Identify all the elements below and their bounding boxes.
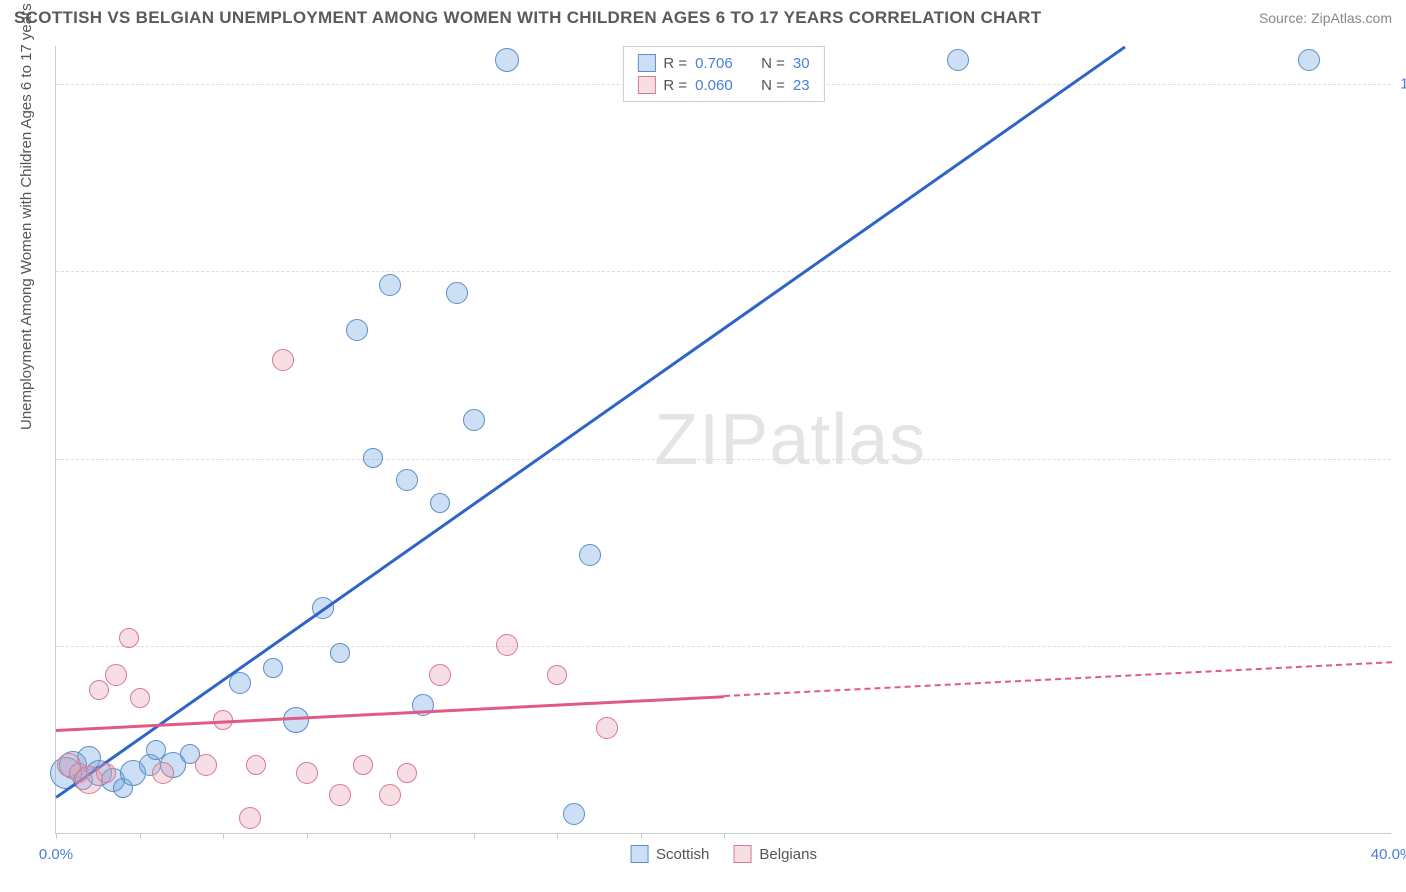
gridline bbox=[56, 271, 1391, 272]
x-tick bbox=[724, 833, 725, 839]
r-label: R = bbox=[663, 77, 687, 94]
n-label: N = bbox=[761, 55, 785, 72]
x-tick-label: 0.0% bbox=[39, 846, 73, 863]
trend-line bbox=[724, 661, 1392, 697]
n-value: 23 bbox=[793, 77, 810, 94]
x-tick bbox=[641, 833, 642, 839]
r-value: 0.706 bbox=[695, 55, 743, 72]
data-point bbox=[430, 493, 450, 513]
x-tick bbox=[307, 833, 308, 839]
x-tick bbox=[474, 833, 475, 839]
data-point bbox=[1298, 49, 1320, 71]
data-point bbox=[329, 784, 351, 806]
data-point bbox=[283, 707, 309, 733]
scatter-chart: ZIPatlas 25.0%50.0%75.0%100.0%0.0%40.0%R… bbox=[55, 46, 1391, 834]
x-tick bbox=[223, 833, 224, 839]
data-point bbox=[363, 448, 383, 468]
watermark: ZIPatlas bbox=[654, 399, 926, 481]
legend-row: R = 0.060 N = 23 bbox=[637, 74, 809, 96]
data-point bbox=[396, 469, 418, 491]
data-point bbox=[195, 754, 217, 776]
data-point bbox=[429, 664, 451, 686]
data-point bbox=[463, 409, 485, 431]
x-tick bbox=[557, 833, 558, 839]
data-point bbox=[379, 784, 401, 806]
x-tick-label: 40.0% bbox=[1371, 846, 1406, 863]
data-point bbox=[495, 48, 519, 72]
legend-swatch bbox=[637, 76, 655, 94]
x-tick bbox=[140, 833, 141, 839]
n-value: 30 bbox=[793, 55, 810, 72]
legend-item: Belgians bbox=[733, 845, 817, 863]
data-point bbox=[353, 755, 373, 775]
data-point bbox=[579, 544, 601, 566]
data-point bbox=[246, 755, 266, 775]
y-tick-label: 100.0% bbox=[1400, 75, 1406, 92]
data-point bbox=[547, 665, 567, 685]
data-point bbox=[119, 628, 139, 648]
legend-label: Scottish bbox=[656, 846, 709, 863]
legend-label: Belgians bbox=[759, 846, 817, 863]
x-tick bbox=[56, 833, 57, 839]
data-point bbox=[96, 763, 116, 783]
data-point bbox=[596, 717, 618, 739]
legend-swatch bbox=[733, 845, 751, 863]
legend-item: Scottish bbox=[630, 845, 709, 863]
trend-line bbox=[56, 695, 724, 731]
data-point bbox=[296, 762, 318, 784]
gridline bbox=[56, 646, 1391, 647]
data-point bbox=[263, 658, 283, 678]
data-point bbox=[346, 319, 368, 341]
legend-swatch bbox=[637, 54, 655, 72]
r-value: 0.060 bbox=[695, 77, 743, 94]
data-point bbox=[89, 680, 109, 700]
legend-swatch bbox=[630, 845, 648, 863]
data-point bbox=[379, 274, 401, 296]
data-point bbox=[947, 49, 969, 71]
data-point bbox=[496, 634, 518, 656]
data-point bbox=[563, 803, 585, 825]
data-point bbox=[130, 688, 150, 708]
data-point bbox=[397, 763, 417, 783]
source-attribution: Source: ZipAtlas.com bbox=[1259, 10, 1392, 26]
data-point bbox=[330, 643, 350, 663]
x-tick bbox=[390, 833, 391, 839]
chart-title: SCOTTISH VS BELGIAN UNEMPLOYMENT AMONG W… bbox=[14, 8, 1041, 28]
data-point bbox=[105, 664, 127, 686]
trend-line bbox=[55, 46, 1125, 799]
data-point bbox=[446, 282, 468, 304]
data-point bbox=[239, 807, 261, 829]
gridline bbox=[56, 459, 1391, 460]
legend-row: R = 0.706 N = 30 bbox=[637, 52, 809, 74]
y-axis-label: Unemployment Among Women with Children A… bbox=[18, 3, 35, 430]
data-point bbox=[272, 349, 294, 371]
data-point bbox=[152, 762, 174, 784]
n-label: N = bbox=[761, 77, 785, 94]
r-label: R = bbox=[663, 55, 687, 72]
series-legend: Scottish Belgians bbox=[630, 845, 817, 863]
correlation-legend: R = 0.706 N = 30 R = 0.060 N = 23 bbox=[622, 46, 824, 102]
